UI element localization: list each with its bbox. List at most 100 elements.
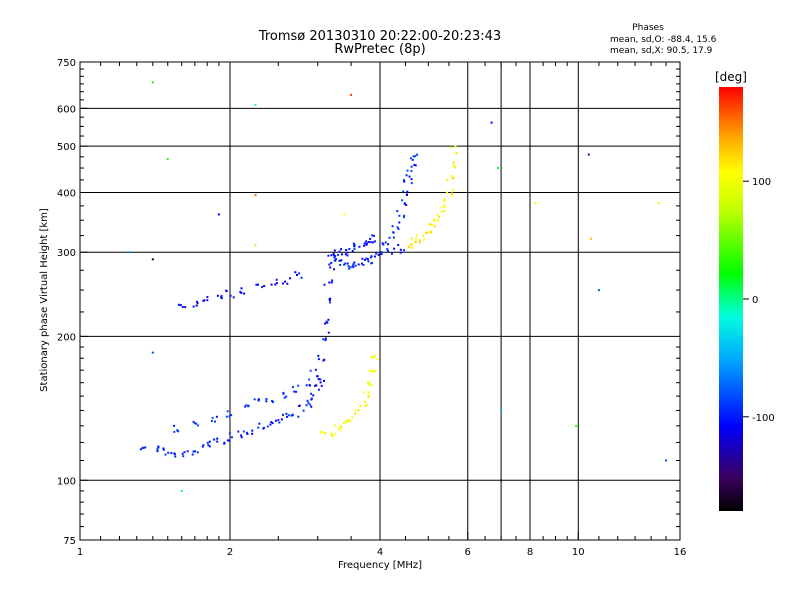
echo-point bbox=[323, 379, 325, 382]
echo-point bbox=[414, 164, 417, 167]
echo-point bbox=[226, 410, 229, 413]
echo-point bbox=[371, 369, 374, 372]
echo-point bbox=[324, 339, 327, 342]
echo-point bbox=[367, 260, 370, 263]
echo-point bbox=[418, 241, 421, 244]
echo-point bbox=[179, 304, 182, 307]
echo-point bbox=[192, 420, 195, 423]
echo-point bbox=[398, 214, 401, 217]
echo-point bbox=[340, 248, 343, 251]
echo-point bbox=[319, 378, 322, 381]
echo-point bbox=[391, 225, 394, 228]
echo-point bbox=[410, 170, 413, 172]
echo-point bbox=[327, 331, 330, 334]
echo-point bbox=[312, 394, 315, 397]
echo-point bbox=[263, 285, 266, 287]
echo-point bbox=[206, 441, 209, 444]
echo-point bbox=[225, 415, 228, 418]
echo-point bbox=[151, 81, 154, 84]
echo-point bbox=[295, 390, 297, 393]
echo-point bbox=[397, 228, 400, 230]
echo-point bbox=[156, 450, 159, 453]
echo-point bbox=[346, 420, 349, 423]
echo-point bbox=[352, 263, 355, 265]
echo-point bbox=[372, 356, 375, 359]
echo-point bbox=[413, 163, 416, 166]
echo-point bbox=[346, 254, 349, 257]
echo-point bbox=[210, 420, 213, 422]
echo-point bbox=[345, 249, 348, 251]
echo-point bbox=[370, 384, 373, 387]
echo-point bbox=[293, 390, 296, 393]
echo-point bbox=[277, 419, 280, 421]
echo-point bbox=[428, 223, 431, 226]
colorbar-label: [deg] bbox=[715, 70, 747, 84]
echo-point bbox=[254, 103, 257, 106]
echo-point bbox=[361, 257, 364, 260]
x-axis-label: Frequency [MHz] bbox=[338, 560, 422, 571]
echo-point bbox=[269, 423, 272, 426]
echo-point bbox=[403, 202, 406, 205]
echo-point bbox=[354, 409, 357, 412]
echo-point bbox=[428, 231, 431, 234]
echo-point bbox=[195, 422, 198, 425]
x-tick-label: 6 bbox=[465, 547, 471, 558]
echo-point bbox=[240, 434, 243, 437]
echo-point bbox=[331, 279, 334, 282]
echo-point bbox=[371, 241, 374, 244]
echo-point bbox=[344, 420, 347, 423]
echo-point bbox=[371, 262, 373, 264]
echo-point bbox=[406, 169, 409, 172]
echo-point bbox=[186, 450, 189, 453]
echo-point bbox=[156, 448, 159, 451]
echo-point bbox=[384, 241, 387, 244]
echo-point bbox=[365, 403, 368, 406]
echo-point bbox=[334, 259, 337, 262]
echo-point bbox=[196, 451, 199, 454]
echo-point bbox=[228, 439, 230, 442]
echo-point bbox=[206, 299, 209, 302]
echo-point bbox=[405, 204, 408, 206]
echo-point bbox=[317, 354, 320, 357]
echo-point bbox=[220, 297, 223, 300]
echo-point bbox=[408, 175, 411, 178]
echo-point bbox=[246, 431, 248, 434]
echo-point bbox=[367, 394, 370, 397]
echo-point bbox=[367, 391, 370, 394]
echo-point bbox=[665, 459, 667, 462]
echo-point bbox=[331, 435, 334, 437]
echo-point bbox=[410, 178, 413, 181]
echo-point bbox=[203, 299, 206, 302]
echo-point bbox=[411, 158, 414, 161]
echo-point bbox=[497, 167, 499, 169]
echo-point bbox=[314, 368, 317, 371]
echo-point bbox=[347, 265, 350, 268]
echo-point bbox=[453, 165, 456, 168]
echo-point bbox=[403, 249, 405, 252]
echo-point bbox=[365, 243, 368, 246]
echo-point bbox=[365, 240, 368, 243]
echo-point bbox=[434, 225, 436, 228]
axis-ticks: 1 2 4 6 8 10 16 75 100 200 300 400 500 600 750 bbox=[57, 58, 686, 558]
echo-point bbox=[422, 234, 425, 237]
echo-point bbox=[352, 266, 355, 269]
echo-point bbox=[326, 321, 329, 324]
echo-point bbox=[229, 294, 232, 297]
echo-point bbox=[366, 242, 368, 245]
echo-point bbox=[309, 369, 312, 372]
echo-point bbox=[201, 445, 204, 448]
echo-point bbox=[323, 358, 326, 361]
echo-point bbox=[330, 261, 333, 264]
echo-point bbox=[373, 234, 375, 237]
echo-point bbox=[202, 444, 205, 447]
echo-point bbox=[151, 258, 154, 261]
echo-point bbox=[323, 432, 326, 435]
echo-point bbox=[375, 252, 378, 255]
echo-point bbox=[452, 161, 455, 164]
echo-point bbox=[455, 152, 458, 155]
echo-point bbox=[386, 248, 389, 251]
chart-title: Tromsø 20130310 20:22:00-20:23:43 bbox=[258, 29, 501, 44]
echo-point bbox=[449, 146, 452, 149]
echo-point bbox=[500, 409, 503, 412]
echo-point bbox=[410, 237, 413, 240]
